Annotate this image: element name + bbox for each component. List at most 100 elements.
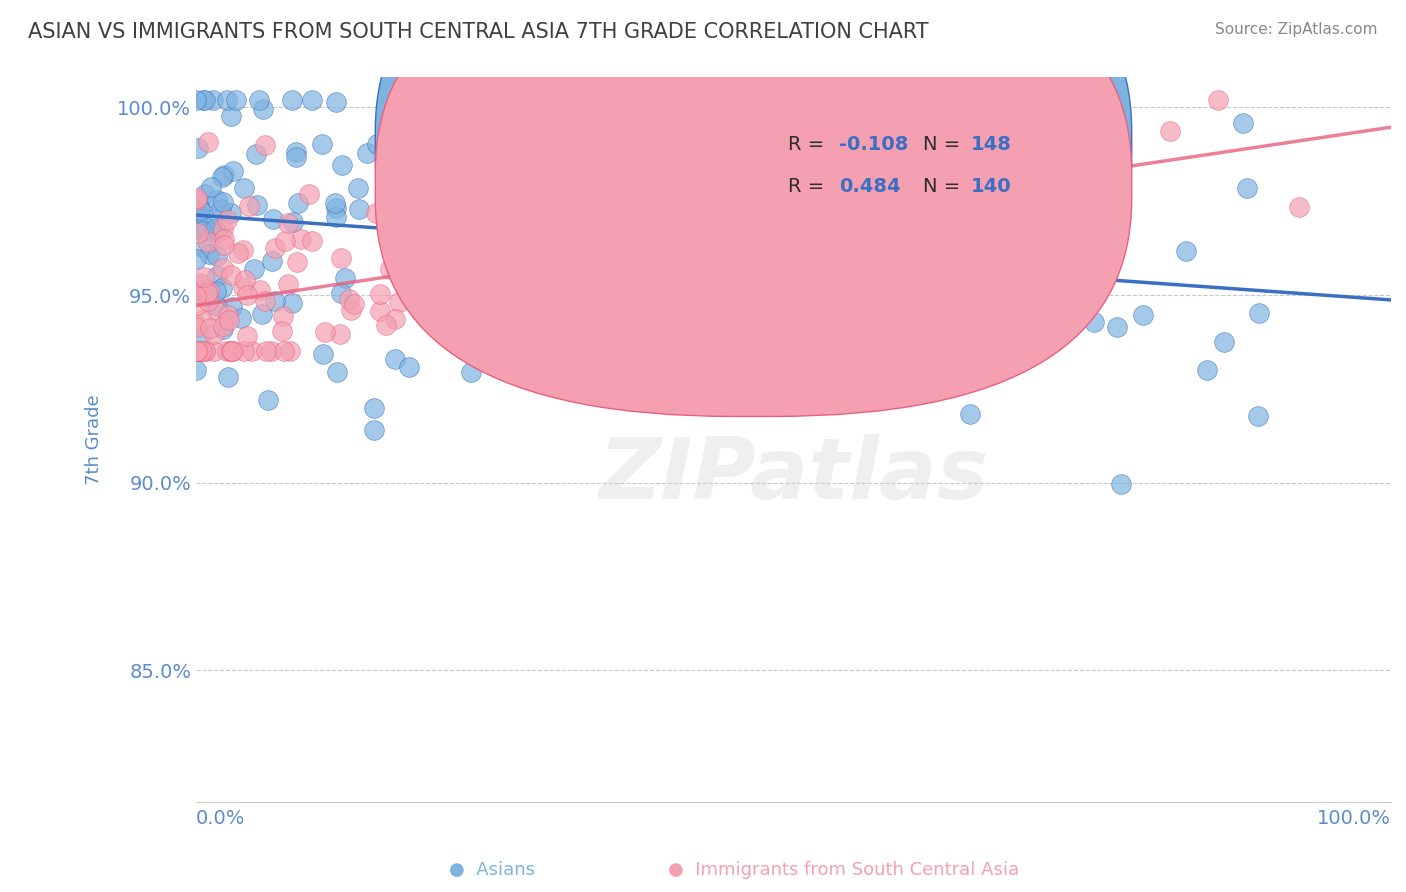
Point [644,323,666,337]
Point [959,407,981,421]
FancyBboxPatch shape [704,103,1032,236]
Point [186,285,208,300]
Point [211,261,233,276]
Point [347,181,370,195]
Point [329,326,352,341]
Point [627,238,650,252]
Point [190,327,212,342]
Point [188,276,211,290]
Point [325,201,347,215]
Point [695,133,717,147]
Point [188,203,211,218]
Point [274,235,297,249]
Point [612,214,634,228]
Point [517,151,540,165]
Point [496,284,519,298]
Point [555,285,578,299]
Point [221,344,243,359]
Point [194,344,217,359]
Point [496,185,519,199]
Point [211,280,233,294]
Point [238,199,260,213]
Point [1159,124,1181,138]
Point [330,158,353,172]
Point [193,269,215,284]
Point [1212,335,1234,350]
Point [187,344,209,359]
Point [186,344,208,359]
Point [697,229,720,244]
Point [356,146,378,161]
Point [325,95,347,109]
Point [329,251,352,265]
Point [595,93,617,107]
Point [297,187,319,202]
Point [221,344,243,359]
Point [713,303,735,318]
Point [326,365,349,379]
Point [285,254,308,268]
Point [870,93,893,107]
Point [1236,181,1258,195]
Point [531,181,554,195]
Point [264,241,287,255]
Point [496,167,519,181]
Point [887,364,910,378]
Point [187,221,209,235]
Point [842,175,865,189]
Y-axis label: 7th Grade: 7th Grade [86,394,103,485]
Point [197,235,219,249]
Point [195,285,218,300]
Point [202,212,225,227]
Point [329,286,352,301]
Point [250,307,273,321]
Point [1017,187,1039,202]
Point [194,289,217,303]
Point [924,128,946,142]
Text: 140: 140 [970,177,1011,195]
Point [311,137,333,152]
Point [658,340,681,354]
Point [290,231,312,245]
Point [495,300,517,314]
Point [187,344,209,359]
Point [217,212,239,227]
Point [363,401,385,416]
Point [273,344,295,359]
Point [222,344,245,359]
Point [752,173,775,187]
Point [668,173,690,187]
Text: 100.0%: 100.0% [1317,809,1391,829]
Point [212,237,235,252]
Point [311,347,333,361]
Point [494,315,516,329]
Text: R =: R = [787,136,830,154]
Point [301,93,323,107]
Point [252,102,274,116]
Point [254,344,277,359]
Point [217,308,239,322]
Point [728,219,751,233]
Point [796,145,818,160]
Point [254,137,277,152]
Point [191,224,214,238]
Point [202,93,225,107]
Point [260,344,283,359]
Point [534,343,557,357]
Point [323,195,346,210]
Point [453,211,475,225]
Point [384,352,406,367]
Point [890,390,912,404]
Point [193,219,215,234]
Point [215,93,238,107]
Point [1070,134,1092,148]
Point [1032,120,1054,135]
Point [188,198,211,212]
Point [366,206,388,220]
Point [456,328,478,343]
Point [187,298,209,312]
Text: ●  Asians: ● Asians [449,861,536,879]
Text: N =: N = [922,136,966,154]
Point [271,310,294,324]
Point [378,261,401,276]
